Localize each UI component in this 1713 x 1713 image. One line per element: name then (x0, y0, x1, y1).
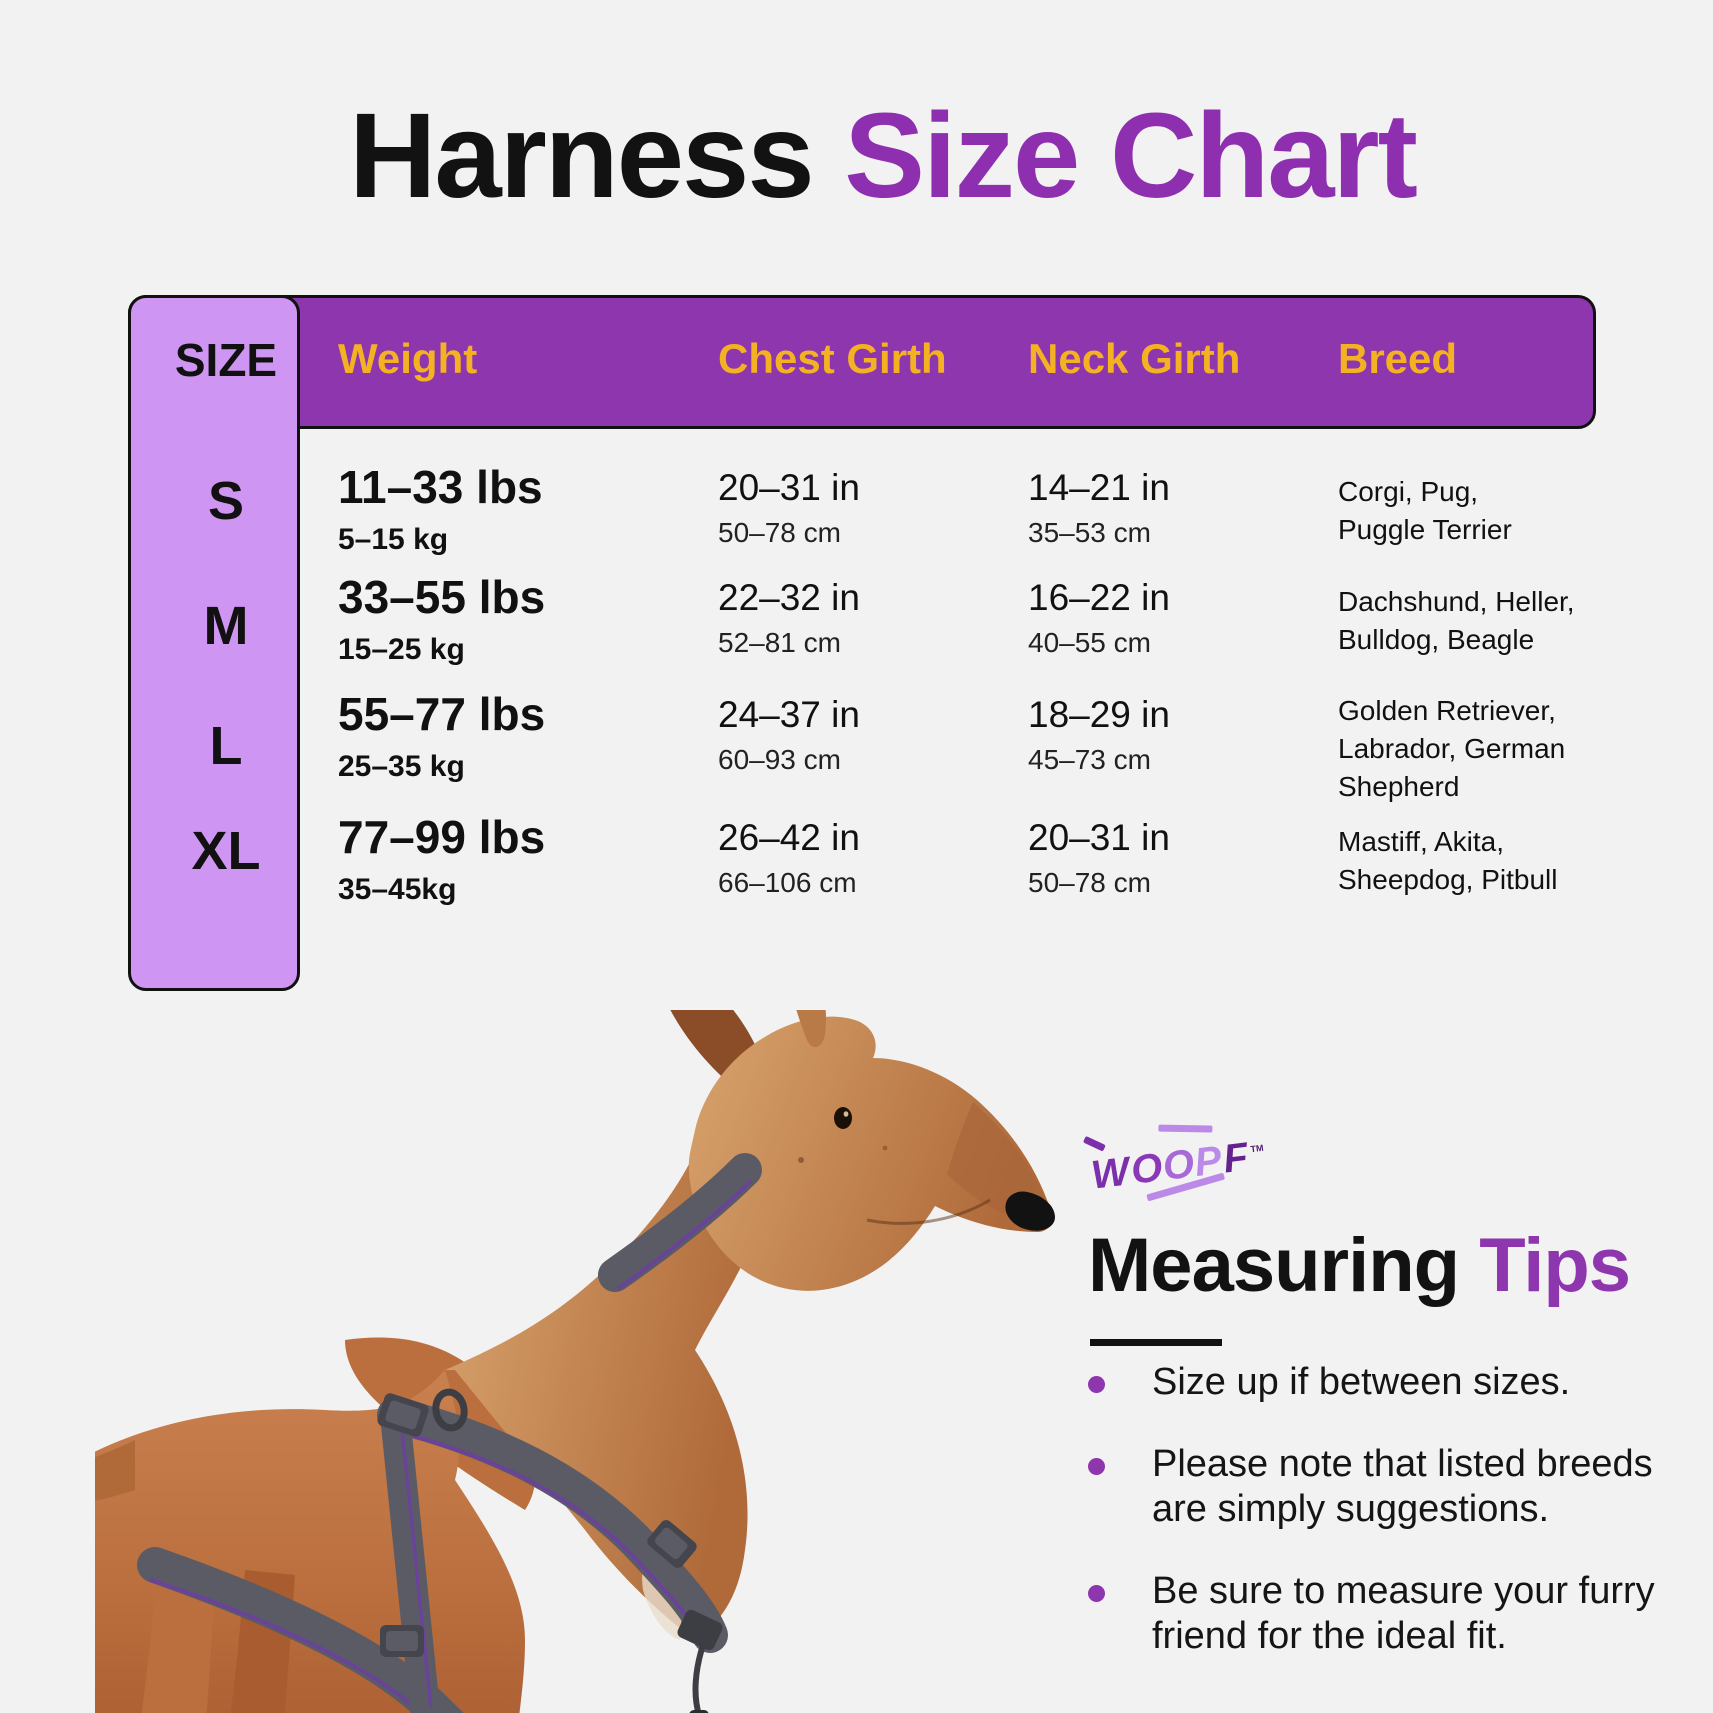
svg-text:W: W (1089, 1149, 1135, 1198)
svg-text:F: F (1221, 1135, 1252, 1182)
svg-text:O: O (1129, 1145, 1165, 1192)
svg-text:TM: TM (1250, 1143, 1264, 1155)
svg-text:P: P (1192, 1138, 1224, 1185)
svg-text:O: O (1160, 1142, 1196, 1189)
